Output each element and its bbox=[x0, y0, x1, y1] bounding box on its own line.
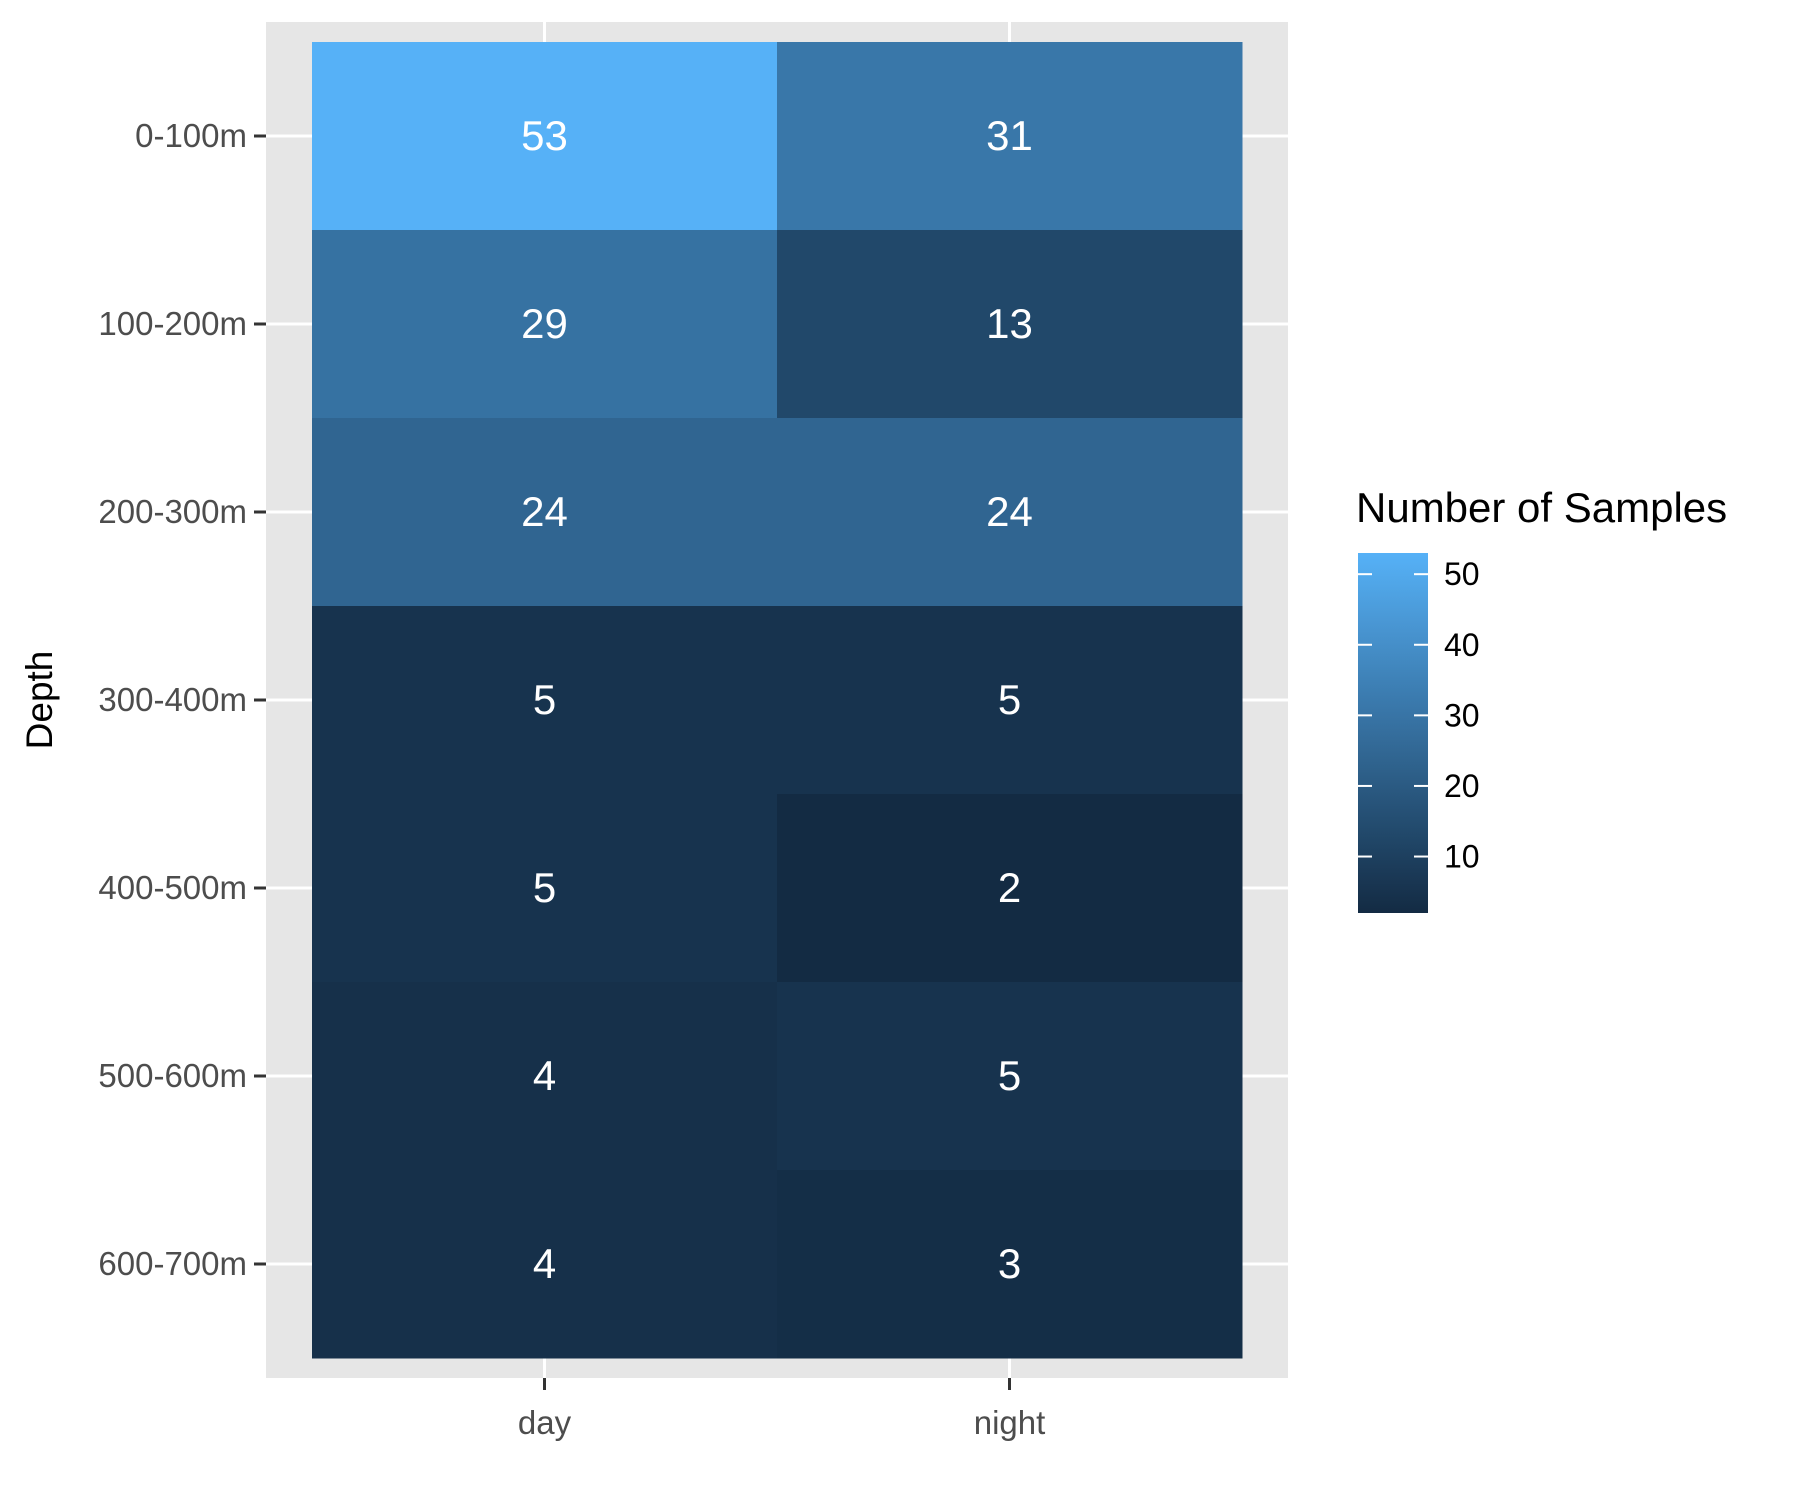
legend-title: Number of Samples bbox=[1356, 484, 1727, 531]
cell-value-label: 4 bbox=[533, 1052, 556, 1099]
legend-tick-label: 40 bbox=[1444, 627, 1480, 663]
cell-value-label: 53 bbox=[521, 112, 568, 159]
y-tick-label: 100-200m bbox=[98, 305, 247, 342]
legend-tick-label: 50 bbox=[1444, 556, 1480, 592]
x-tick-label: day bbox=[518, 1404, 572, 1441]
heatmap-cells bbox=[312, 42, 1243, 1359]
legend-ticks: 10 20 30 40 50 bbox=[1358, 556, 1480, 875]
cell-value-label: 5 bbox=[533, 864, 556, 911]
legend-color-bar bbox=[1358, 553, 1428, 913]
heatmap-cell bbox=[312, 230, 778, 419]
x-axis: day night bbox=[518, 1378, 1045, 1441]
y-axis-title: Depth bbox=[19, 651, 60, 750]
heatmap-cell bbox=[312, 606, 778, 795]
y-tick-label: 0-100m bbox=[135, 117, 247, 154]
cell-value-label: 2 bbox=[998, 864, 1021, 911]
heatmap-cell bbox=[777, 982, 1243, 1171]
cell-value-label: 31 bbox=[986, 112, 1033, 159]
cell-value-label: 5 bbox=[998, 1052, 1021, 1099]
legend-tick-label: 20 bbox=[1444, 768, 1480, 804]
cell-value-label: 3 bbox=[998, 1240, 1021, 1287]
heatmap-cell bbox=[312, 1170, 778, 1359]
heatmap-cell bbox=[777, 606, 1243, 795]
y-tick-label: 500-600m bbox=[98, 1057, 247, 1094]
heatmap-cell bbox=[777, 42, 1243, 231]
legend-tick-label: 10 bbox=[1444, 839, 1480, 875]
heatmap-cell bbox=[777, 418, 1243, 607]
heatmap-cell bbox=[312, 982, 778, 1171]
cell-value-label: 4 bbox=[533, 1240, 556, 1287]
heatmap-cell bbox=[312, 42, 778, 231]
y-axis: 0-100m 100-200m 200-300m 300-400m 400-500m 50… bbox=[98, 117, 266, 1282]
heatmap-cell bbox=[777, 794, 1243, 983]
y-tick-label: 200-300m bbox=[98, 493, 247, 530]
cell-value-label: 29 bbox=[521, 300, 568, 347]
heatmap-cell bbox=[312, 418, 778, 607]
heatmap-cell bbox=[777, 1170, 1243, 1359]
color-legend: Number of Samples 10 20 30 40 50 bbox=[1356, 484, 1727, 913]
cell-value-label: 24 bbox=[986, 488, 1033, 535]
y-tick-label: 600-700m bbox=[98, 1245, 247, 1282]
cell-value-label: 24 bbox=[521, 488, 568, 535]
heatmap-cell bbox=[312, 794, 778, 983]
x-tick-label: night bbox=[974, 1404, 1046, 1441]
cell-value-label: 13 bbox=[986, 300, 1033, 347]
cell-value-label: 5 bbox=[998, 676, 1021, 723]
legend-tick-label: 30 bbox=[1444, 697, 1480, 733]
cell-value-label: 5 bbox=[533, 676, 556, 723]
heatmap-cell bbox=[777, 230, 1243, 419]
y-tick-label: 300-400m bbox=[98, 681, 247, 718]
y-tick-label: 400-500m bbox=[98, 869, 247, 906]
